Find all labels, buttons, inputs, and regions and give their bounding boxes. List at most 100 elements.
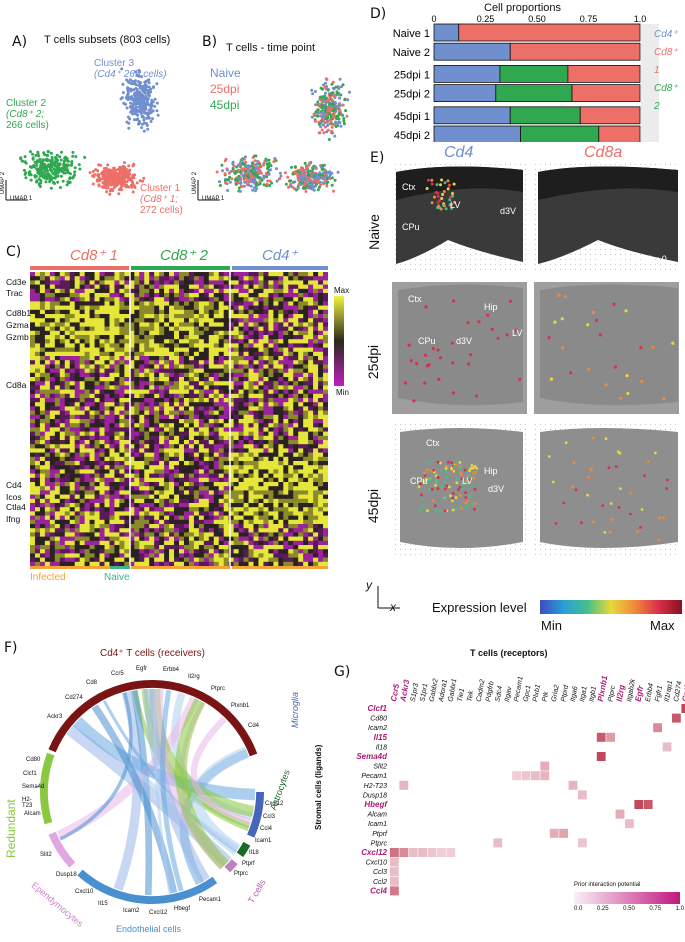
heat-c-cell [288, 276, 294, 281]
heat-c-cell [64, 351, 71, 357]
heat-c-cell [263, 402, 269, 407]
umap-a-point-1 [62, 171, 66, 175]
umap-a-point-0 [149, 90, 153, 94]
heat-c-cell [99, 482, 105, 487]
heat-c-cell [318, 309, 324, 315]
heat-c-cell [109, 431, 115, 437]
heat-c-cell [74, 477, 80, 483]
heat-c-cell [154, 419, 160, 424]
heat-c-cell [99, 360, 105, 365]
heat-c-cell [149, 322, 155, 327]
umap-b-point [334, 85, 338, 89]
heat-c-cell [203, 272, 210, 277]
umap-b-point [304, 178, 308, 181]
heat-c-cell [233, 347, 239, 353]
heat-c-cell [253, 381, 259, 386]
umap-a-point-2 [106, 168, 110, 172]
heat-c-cell [253, 288, 259, 294]
heat-c-cell [154, 477, 160, 483]
umap-a-point-0 [126, 92, 130, 96]
heat-c-cell [248, 360, 254, 365]
heat-c-cell [223, 276, 229, 281]
heat-c-cell [114, 381, 120, 386]
heat-c-cell [104, 406, 110, 411]
heat-c-cell [208, 330, 215, 336]
heat-c-cell [273, 339, 279, 344]
heat-c-cell [59, 456, 66, 462]
heat-c-cell [39, 465, 46, 470]
heat-c-cell [139, 356, 145, 361]
umap-a-point-0 [134, 79, 137, 83]
heat-c-cell [308, 494, 314, 500]
heat-c-cell [109, 452, 115, 458]
heat-c-cell [159, 398, 165, 403]
heat-c-cell [179, 444, 185, 449]
heat-c-cell [54, 389, 61, 395]
heat-c-cell [109, 419, 115, 424]
heat-c-cell [99, 347, 105, 353]
heat-c-cell [283, 339, 289, 344]
heat-c-cell [74, 461, 80, 466]
heat-c-cell [164, 381, 170, 386]
heat-c-cell [59, 314, 66, 319]
heat-c-cell [308, 326, 314, 332]
heat-c-cell [203, 465, 210, 470]
heat-c-cell [283, 343, 289, 348]
heat-c-cell [54, 322, 61, 327]
heat-c-cell [253, 444, 259, 449]
heat-c-cell [318, 272, 324, 277]
heat-c-cell [44, 469, 51, 474]
heat-c-cell [283, 318, 289, 323]
heat-c-cell [313, 427, 319, 432]
heat-c-cell [164, 414, 170, 420]
heat-c-cell [54, 356, 61, 361]
heat-c-cell [313, 272, 319, 277]
heat-c-cell [263, 473, 269, 479]
heat-c-cell [213, 440, 220, 445]
heat-c-cell [213, 364, 220, 369]
heat-c-cell [134, 419, 140, 424]
heat-c-cell [268, 410, 274, 416]
umap-b-point [250, 176, 254, 180]
heat-c-cell [223, 351, 229, 357]
heat-c-cell [154, 393, 160, 399]
heat-c-cell [30, 326, 36, 332]
heat-c-cell [114, 419, 120, 424]
heat-c-cell [39, 318, 46, 323]
heat-c-cell [323, 494, 328, 500]
heat-c-cell [144, 490, 150, 495]
umap-a-point-1 [64, 165, 68, 169]
heat-c-cell [144, 356, 150, 361]
heat-c-cell [89, 326, 95, 332]
heat-c-cell [134, 456, 140, 462]
heat-c-cell [69, 490, 75, 495]
heat-c-cell [288, 347, 294, 353]
heat-c-cell [139, 330, 145, 336]
heat-c-cell [223, 288, 229, 294]
heat-c-cell [39, 410, 46, 416]
heat-c-cell [188, 368, 195, 374]
heat-c-cell [223, 473, 229, 479]
heat-c-cell [213, 368, 220, 374]
heat-c-cell [79, 276, 85, 281]
heat-c-cell [258, 486, 264, 491]
heat-c-cell [198, 414, 205, 420]
heat-c-cell [203, 381, 210, 386]
heat-c-cell [248, 272, 254, 277]
heat-c-cell [323, 444, 328, 449]
heat-c-cell [169, 465, 175, 470]
heat-c-cell [283, 368, 289, 374]
umap-a-point-1 [35, 174, 38, 178]
heat-c-cell [159, 435, 165, 441]
umap-a-point-1 [65, 157, 69, 161]
heat-c-cell [34, 280, 41, 285]
heat-c-cell [273, 461, 279, 466]
umap-a-point-0 [140, 87, 144, 91]
umap-a-point-1 [78, 167, 82, 171]
heat-c-cell [64, 477, 71, 483]
heat-c-cell [44, 465, 51, 470]
heat-c-cell [54, 293, 61, 298]
heat-c-cell [39, 498, 46, 504]
heat-c-cell [243, 360, 249, 365]
heat-c-cell [263, 301, 269, 306]
